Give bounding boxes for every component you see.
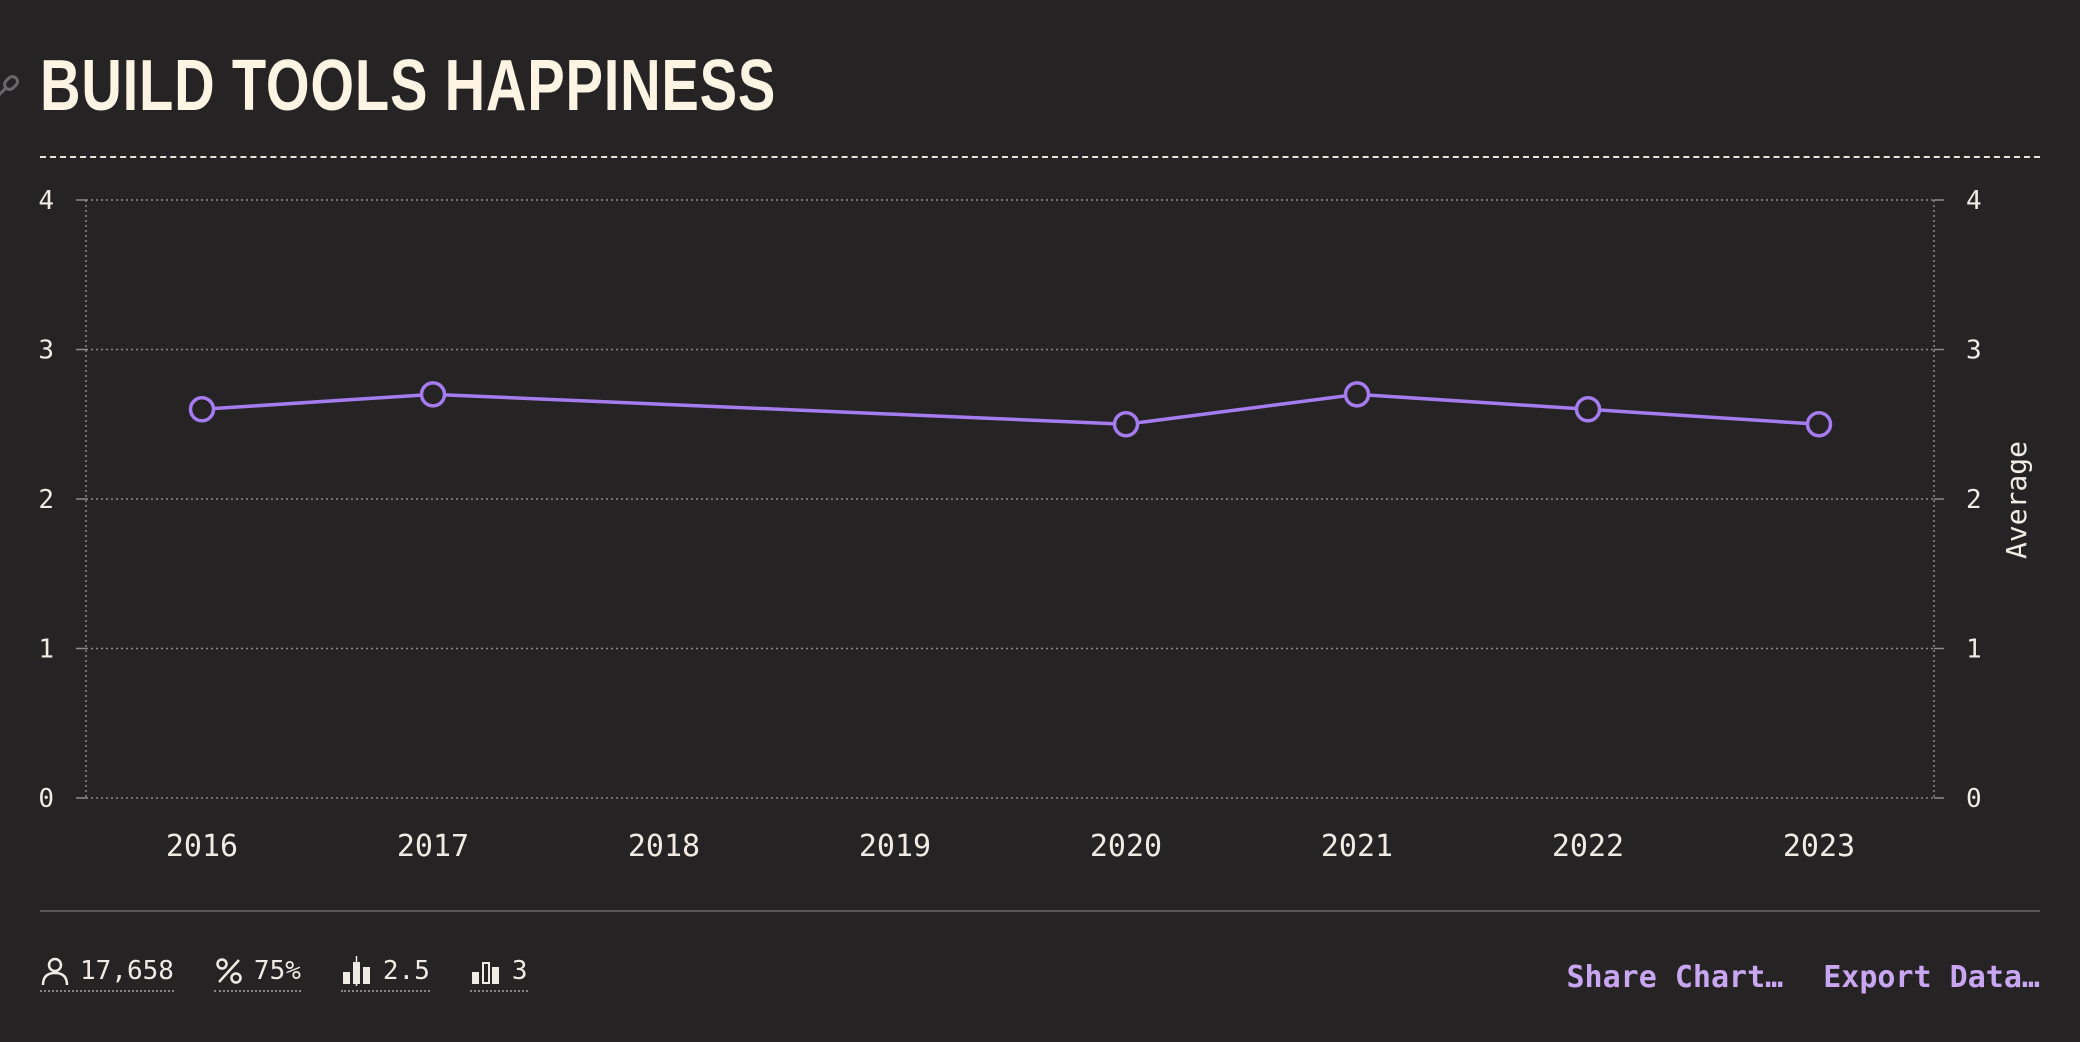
share-chart-button[interactable]: Share Chart…	[1566, 960, 1784, 995]
percentage-stat[interactable]: 75%	[213, 956, 301, 992]
y-tick-label-right-2: 2	[1966, 485, 1982, 515]
page-title: BUILD TOOLS HAPPINESS	[40, 46, 777, 126]
percentage-value: 75%	[253, 956, 301, 986]
data-point-2017	[419, 381, 447, 408]
y-tick-label-right-3: 3	[1966, 336, 1982, 366]
x-tick-label-2018: 2018	[628, 829, 700, 864]
title-divider	[40, 156, 2040, 158]
y-tick-label-left-3: 3	[38, 336, 54, 366]
link-icon[interactable]	[0, 72, 22, 100]
line-chart: 0 0 1 1 2 2 3 3 4 4 Average 2016 2017 2018 2019 2020 202…	[38, 186, 2033, 864]
y-tick-label-right-4: 4	[1966, 186, 1982, 216]
median-bars-icon	[471, 962, 499, 984]
y-tick-label-left-2: 2	[38, 485, 54, 515]
stats-bar: 17,658 75% 2.5 3	[40, 956, 528, 992]
x-tick-label-2022: 2022	[1552, 829, 1624, 864]
x-tick-label-2020: 2020	[1090, 829, 1162, 864]
x-tick-label-2019: 2019	[859, 829, 931, 864]
y-tick-label-left-1: 1	[38, 635, 54, 665]
footer-divider	[40, 910, 2040, 912]
x-tick-label-2021: 2021	[1321, 829, 1393, 864]
x-tick-label-2023: 2023	[1783, 829, 1855, 864]
y-tick-label-left-4: 4	[38, 186, 54, 216]
data-point-2021	[1343, 381, 1371, 408]
data-point-2020	[1112, 411, 1140, 438]
y-tick-label-right-1: 1	[1966, 635, 1982, 665]
user-icon	[41, 957, 69, 986]
y-axis-label: Average	[2000, 441, 2033, 559]
respondents-value: 17,658	[80, 956, 174, 986]
series-line-0	[201, 392, 1820, 426]
average-value: 2.5	[382, 956, 430, 986]
data-point-2023	[1805, 411, 1833, 438]
respondents-stat[interactable]: 17,658	[40, 956, 174, 992]
export-data-button[interactable]: Export Data…	[1823, 960, 2040, 995]
average-stat[interactable]: 2.5	[340, 956, 430, 992]
x-tick-label-2016: 2016	[166, 829, 238, 864]
median-stat[interactable]: 3	[469, 956, 528, 992]
y-tick-label-right-0: 0	[1966, 784, 1982, 814]
data-point-2022	[1574, 396, 1602, 423]
chart-actions: Share Chart… Export Data…	[1567, 960, 2041, 995]
data-point-2016	[188, 396, 216, 423]
average-bars-icon	[342, 956, 370, 986]
x-tick-label-2017: 2017	[397, 829, 469, 864]
percent-icon	[216, 958, 242, 984]
median-value: 3	[511, 956, 528, 986]
y-tick-label-left-0: 0	[38, 784, 54, 814]
